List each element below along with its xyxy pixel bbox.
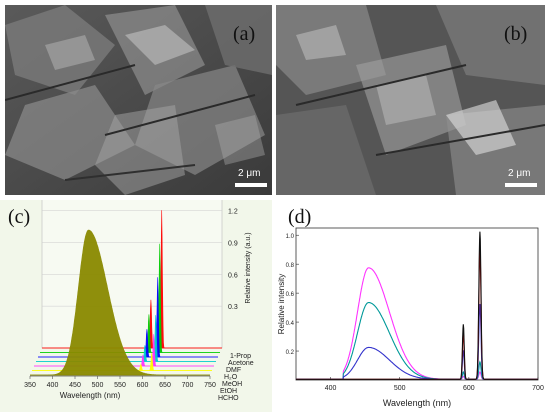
series-label-H₂O: H₂O <box>224 374 238 381</box>
chart-c-xtick: 600 <box>137 382 149 389</box>
series-label-Acetone: Acetone <box>228 360 254 367</box>
sem-texture-a <box>5 5 272 195</box>
chart-c-ztick: 0.6 <box>228 272 238 279</box>
chart-d-ytick: 0.2 <box>286 350 295 356</box>
scale-text-b: 2 μm <box>508 168 531 179</box>
chart-d-xtick: 700 <box>532 385 544 392</box>
chart-d: (d) 0.2 0.4 0.6 0.8 1.0 400 500 600 700 Wavelengt… <box>276 200 546 412</box>
chart-d-ylabel: Relative intensity <box>277 274 286 334</box>
sem-image-b: (b) 2 μm <box>276 5 545 195</box>
chart-d-xtick: 500 <box>394 385 406 392</box>
chart-c: (c) 0.3 0.6 0.9 1.2 Relative intensity (a.u.… <box>0 197 272 412</box>
panel-label-c: (c) <box>8 206 31 228</box>
chart-c-xtick: 400 <box>47 382 59 389</box>
chart-c-svg: 0.3 0.6 0.9 1.2 Relative intensity (a.u.) 1-P… <box>0 197 272 412</box>
chart-c-xtick: 350 <box>24 382 36 389</box>
scale-text-a: 2 μm <box>238 168 261 179</box>
chart-c-ztick: 0.9 <box>228 240 238 247</box>
chart-d-ytick: 1.0 <box>286 234 295 240</box>
panel-label-a: (a) <box>233 23 256 45</box>
chart-d-plot-frame <box>295 227 539 381</box>
chart-c-xtick: 550 <box>114 382 126 389</box>
chart-c-xlabel: Wavelength (nm) <box>60 391 121 400</box>
chart-c-xtick: 650 <box>159 382 171 389</box>
panel-label-b: (b) <box>504 23 528 45</box>
sem-image-a: (a) 2 μm <box>5 5 272 195</box>
chart-d-ytick: 0.4 <box>286 321 295 327</box>
sem-texture-b <box>276 5 545 195</box>
chart-d-svg: 0.2 0.4 0.6 0.8 1.0 400 500 600 700 Wavelength (n… <box>277 227 544 408</box>
panel-label-d: (d) <box>288 206 312 228</box>
scale-bar-b <box>505 183 537 187</box>
series-label-HCHO: HCHO <box>218 395 239 402</box>
chart-d-xlabel: Wavelength (nm) <box>383 398 451 408</box>
series-label-DMF: DMF <box>226 367 241 374</box>
chart-c-zlabel: Relative intensity (a.u.) <box>245 232 252 303</box>
chart-d-ytick: 0.8 <box>286 263 295 269</box>
series-label-MeOH: MeOH <box>222 381 242 388</box>
chart-c-xtick: 700 <box>182 382 194 389</box>
series-label-EtOH: EtOH <box>220 388 237 395</box>
chart-c-xtick: 750 <box>204 382 216 389</box>
chart-d-xtick: 600 <box>463 385 475 392</box>
series-line-4 <box>296 231 538 380</box>
series-label-1-Prop: 1-Prop <box>230 353 251 360</box>
chart-d-xtick: 400 <box>325 385 337 392</box>
chart-c-xtick: 450 <box>69 382 81 389</box>
chart-c-xtick: 500 <box>92 382 104 389</box>
scale-bar-a <box>235 183 267 187</box>
chart-c-ztick: 1.2 <box>228 209 238 216</box>
chart-d-ytick: 0.6 <box>286 292 295 298</box>
chart-c-ztick: 0.3 <box>228 304 238 311</box>
